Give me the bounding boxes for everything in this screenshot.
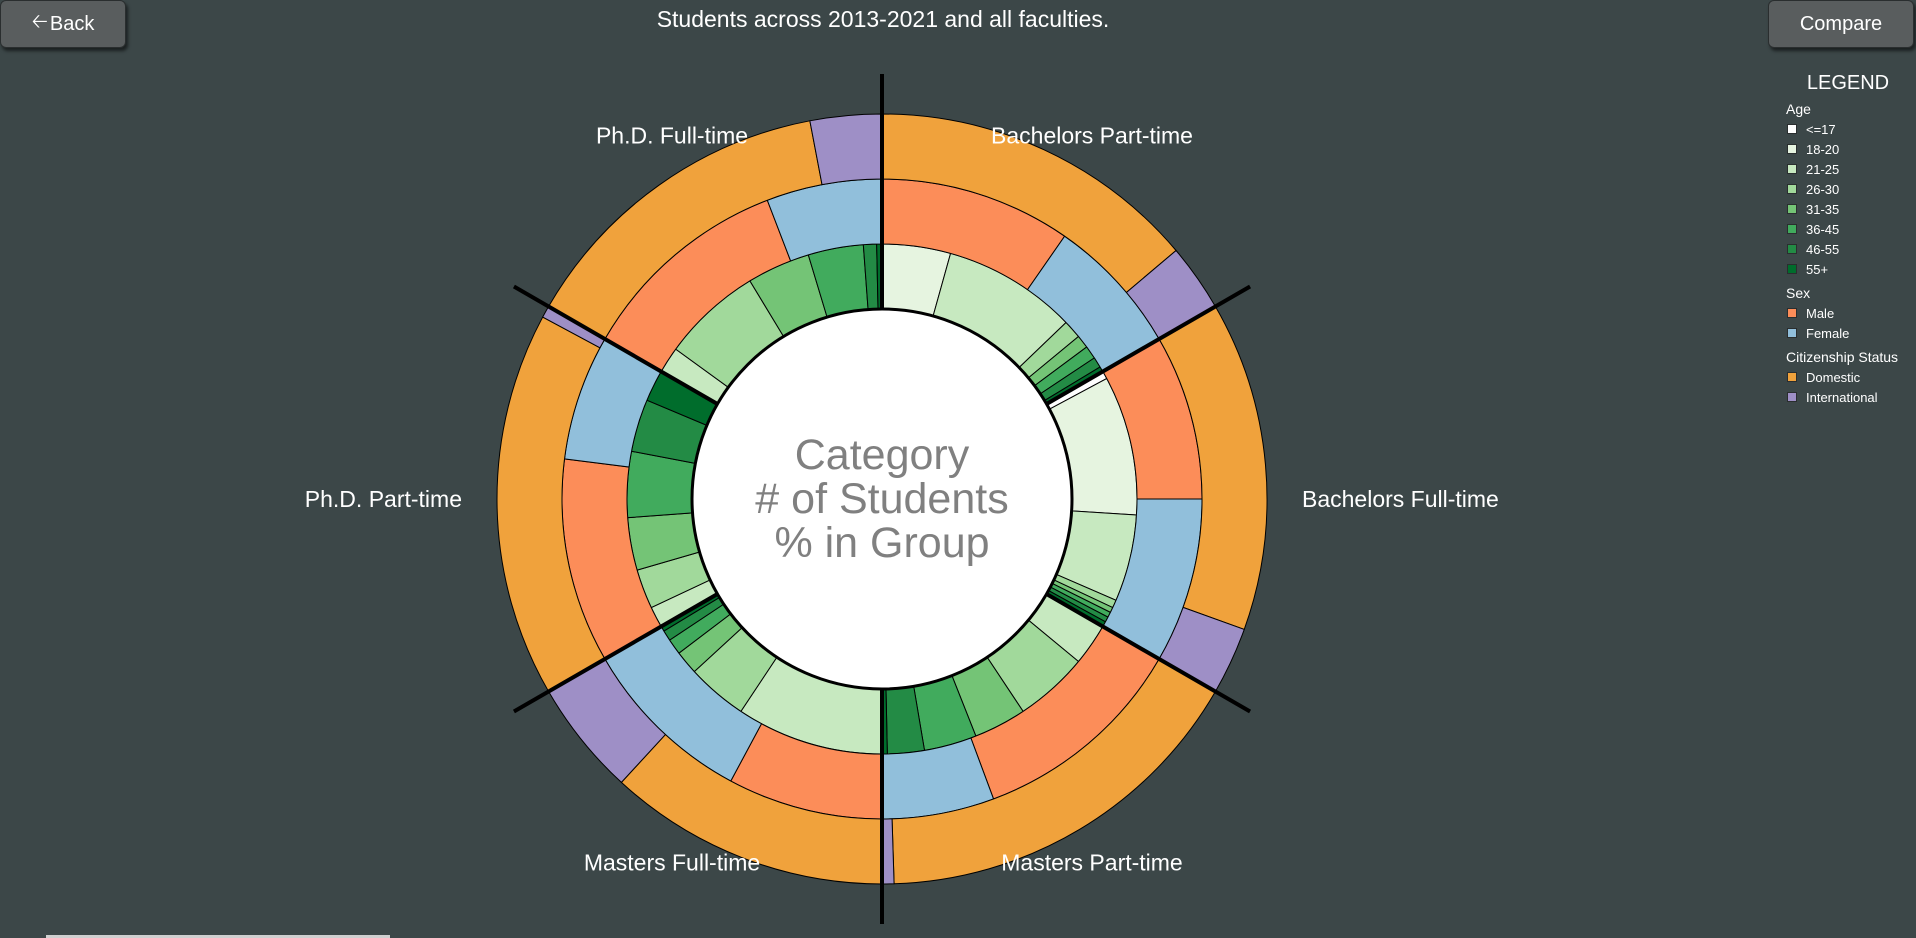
legend-swatch xyxy=(1787,372,1797,382)
legend-group-title: Citizenship Status xyxy=(1786,349,1899,365)
legend-item-label: 18-20 xyxy=(1806,141,1840,157)
label-layer: Bachelors Part-time Bachelors Full-time Ma… xyxy=(305,122,1499,875)
legend-item: 46-55 xyxy=(1786,239,1914,259)
back-button[interactable]: 🡠 Back xyxy=(0,0,126,48)
group-label: Bachelors Part-time xyxy=(991,122,1193,148)
center-text-count: # of Students xyxy=(755,475,1008,523)
legend-item: 18-20 xyxy=(1786,139,1914,159)
group-label: Masters Full-time xyxy=(584,850,760,876)
back-button-label: Back xyxy=(49,12,95,35)
legend-swatch xyxy=(1787,124,1797,134)
group-label: Ph.D. Part-time xyxy=(305,486,462,512)
legend-swatch xyxy=(1787,224,1797,234)
compare-button[interactable]: Compare xyxy=(1768,0,1914,48)
legend-item-label: Female xyxy=(1806,325,1850,341)
divider-layer xyxy=(512,74,1252,924)
legend-groups: Age <=17 18-20 21-25 26-30 31-35 36-45 46-55 55+… xyxy=(1786,101,1914,407)
legend-item-label: 36-45 xyxy=(1806,221,1840,237)
legend-item-label: 31-35 xyxy=(1806,201,1840,217)
legend-swatch xyxy=(1787,244,1797,254)
legend-item-label: <=17 xyxy=(1806,121,1836,137)
legend-item-label: International xyxy=(1806,389,1878,405)
legend-swatch xyxy=(1787,164,1797,174)
legend-swatch xyxy=(1787,328,1797,338)
legend-swatch xyxy=(1787,392,1797,402)
legend-item: Female xyxy=(1786,323,1914,343)
arc-layer xyxy=(496,113,1268,885)
page-title: Students across 2013-2021 and all facult… xyxy=(656,6,1110,32)
legend-item: 36-45 xyxy=(1786,219,1914,239)
legend-item-label: Domestic xyxy=(1806,369,1861,385)
legend-item-label: Male xyxy=(1806,305,1835,321)
center-circle xyxy=(690,307,1074,691)
legend-group-title: Sex xyxy=(1786,285,1811,301)
legend-item-label: 21-25 xyxy=(1806,161,1840,177)
legend-swatch xyxy=(1787,144,1797,154)
center-text-category: Category xyxy=(795,431,970,479)
legend-item: Domestic xyxy=(1786,367,1914,387)
legend-item: Male xyxy=(1786,303,1914,323)
legend-item: 26-30 xyxy=(1786,179,1914,199)
legend-swatch xyxy=(1787,204,1797,214)
legend: LEGEND Age <=17 18-20 21-25 26-30 31-35 36-45 4… xyxy=(1786,72,1914,407)
legend-item: International xyxy=(1786,387,1914,407)
legend-item-label: 26-30 xyxy=(1806,181,1840,197)
ph-d-full-time-citizenship-international[interactable] xyxy=(809,113,883,186)
arrow-left-icon: 🡠 xyxy=(31,11,48,33)
group-divider xyxy=(1045,284,1252,406)
legend-item: <=17 xyxy=(1786,119,1914,139)
horizontal-scrollbar[interactable] xyxy=(46,935,390,938)
legend-item-label: 46-55 xyxy=(1806,241,1840,257)
legend-item: 55+ xyxy=(1786,259,1914,279)
group-divider xyxy=(512,284,719,406)
group-divider xyxy=(512,592,719,714)
group-label: Bachelors Full-time xyxy=(1302,486,1499,512)
legend-item: 31-35 xyxy=(1786,199,1914,219)
legend-swatch xyxy=(1787,184,1797,194)
group-label: Masters Part-time xyxy=(1001,850,1182,876)
legend-swatch xyxy=(1787,308,1797,318)
group-label: Ph.D. Full-time xyxy=(596,122,748,148)
legend-title: LEGEND xyxy=(1806,72,1890,94)
legend-swatch xyxy=(1787,264,1797,274)
legend-item: 21-25 xyxy=(1786,159,1914,179)
center-text-percent: % in Group xyxy=(774,519,989,567)
legend-item-label: 55+ xyxy=(1806,261,1829,277)
group-divider xyxy=(1045,592,1252,714)
legend-group-title: Age xyxy=(1786,101,1811,117)
